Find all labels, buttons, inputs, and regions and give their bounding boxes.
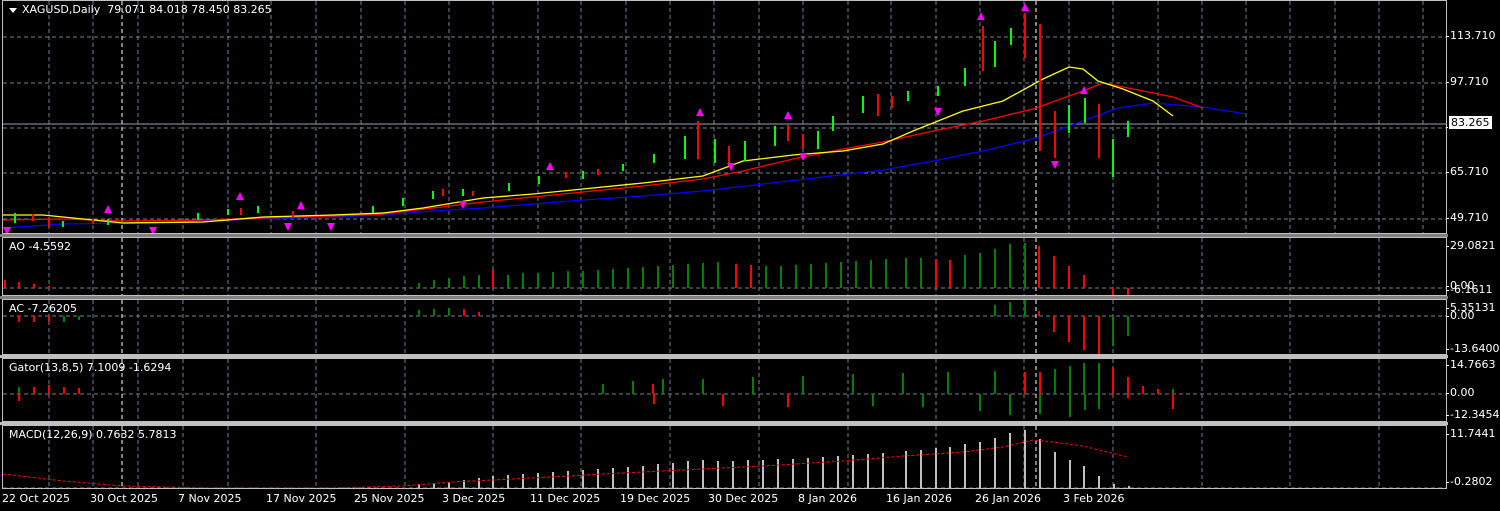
y-tick: 11.7441 (1446, 427, 1496, 440)
x-tick: 3 Dec 2025 (442, 492, 506, 505)
x-tick: 8 Jan 2026 (798, 492, 857, 505)
ao-label: AO -4.5592 (9, 240, 71, 253)
y-tick: 0.00 (1446, 386, 1475, 399)
ac-panel[interactable]: AC -7.26205 (2, 299, 1447, 355)
ohlc-bars (14, 13, 1129, 227)
x-tick: 30 Dec 2025 (708, 492, 779, 505)
fractal-markers (3, 3, 1088, 233)
x-tick: 26 Jan 2026 (975, 492, 1041, 505)
y-tick: 65.710 (1446, 165, 1489, 178)
symbol-label: XAGUSD,Daily (22, 3, 101, 16)
x-tick: 25 Nov 2025 (354, 492, 425, 505)
x-tick: 16 Jan 2026 (886, 492, 952, 505)
x-tick: 7 Nov 2025 (178, 492, 242, 505)
x-tick: 19 Dec 2025 (620, 492, 691, 505)
macd-panel[interactable]: MACD(12,26,9) 0.7632 5.7813 (2, 425, 1447, 489)
gator-label: Gator(13,8,5) 7.1009 -1.6294 (9, 361, 172, 374)
macd-histogram (418, 430, 1130, 488)
gator-panel[interactable]: Gator(13,8,5) 7.1009 -1.6294 (2, 358, 1447, 422)
y-tick: -0.2802 (1445, 475, 1493, 488)
ac-label: AC -7.26205 (9, 302, 77, 315)
x-tick: 3 Feb 2026 (1063, 492, 1125, 505)
panel-divider[interactable] (0, 296, 1448, 299)
panel-divider[interactable] (0, 234, 1448, 237)
macd-canvas (3, 426, 1446, 488)
macd-label: MACD(12,26,9) 0.7632 5.7813 (9, 428, 177, 441)
main-price-panel[interactable]: XAGUSD,Daily 79.071 84.018 78.450 83.265 (2, 0, 1447, 234)
y-tick: -6.1611 (1445, 283, 1493, 296)
y-tick: 0.00 (1446, 279, 1475, 292)
ao-canvas (3, 238, 1446, 295)
y-tick: 49.710 (1446, 211, 1489, 224)
price-chart-canvas (3, 1, 1446, 233)
x-tick: 22 Oct 2025 (2, 492, 71, 505)
panel-divider[interactable] (0, 355, 1448, 358)
ac-canvas (3, 300, 1446, 354)
ao-panel[interactable]: AO -4.5592 (2, 237, 1447, 296)
current-price-tag: 83.265 (1448, 115, 1493, 130)
y-tick: 14.7663 (1446, 358, 1496, 371)
y-tick: -13.64007 (1445, 342, 1500, 355)
y-tick: 29.0821 (1446, 239, 1496, 252)
x-axis: 22 Oct 2025 30 Oct 2025 7 Nov 2025 17 No… (0, 489, 1450, 511)
grid (3, 1, 1446, 233)
macd-signal-line (3, 439, 1129, 488)
ac-histogram (18, 300, 1129, 354)
y-tick: 113.710 (1446, 29, 1496, 42)
y-tick: 97.710 (1446, 75, 1489, 88)
y-tick: -12.3454 (1445, 408, 1500, 421)
gator-canvas (3, 359, 1446, 421)
x-tick: 11 Dec 2025 (530, 492, 601, 505)
y-tick: 0.00 (1446, 309, 1475, 322)
y-tick: 5.35131 (1446, 301, 1496, 314)
chart-title: XAGUSD,Daily 79.071 84.018 78.450 83.265 (9, 3, 272, 16)
panel-divider[interactable] (0, 422, 1448, 425)
dropdown-triangle-icon[interactable] (9, 7, 17, 13)
gator-histogram (18, 363, 1174, 417)
x-tick: 30 Oct 2025 (90, 492, 159, 505)
ma-slow-line (3, 102, 1247, 229)
ohlc-values: 79.071 84.018 78.450 83.265 (107, 3, 272, 16)
ma-fast-line (3, 66, 1174, 224)
ao-histogram (4, 243, 1129, 295)
x-tick: 17 Nov 2025 (266, 492, 337, 505)
